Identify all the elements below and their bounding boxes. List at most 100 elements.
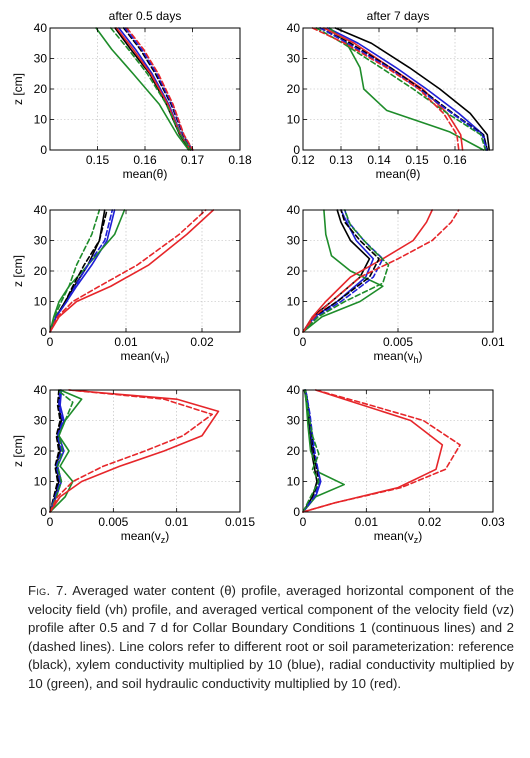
y-tick-label: 20 <box>287 264 301 278</box>
x-tick-label: 0.12 <box>291 153 315 167</box>
x-tick-label: 0.005 <box>98 515 128 529</box>
y-tick-label: 30 <box>287 52 301 66</box>
y-tick-label: 0 <box>40 143 47 157</box>
y-tick-label: 0 <box>293 143 300 157</box>
y-tick-label: 40 <box>34 203 48 217</box>
panel-1: 0.15 0.16 0.17 0.18 0 10 20 30 40 after 0.5 days m… <box>11 9 252 181</box>
series-soil-dashed <box>126 27 194 151</box>
y-tick-label: 20 <box>34 82 48 96</box>
series-xylem-dashed <box>302 389 321 513</box>
caption-text: Averaged water content (θ) profile, aver… <box>28 583 515 691</box>
series-soil-solid <box>302 209 434 333</box>
x-tick-label: 0.01 <box>481 335 505 349</box>
x-axis-label: mean(vh) <box>120 349 169 365</box>
panel-title: after 7 days <box>367 9 430 23</box>
series-reference-dashed <box>122 27 194 151</box>
y-tick-label: 0 <box>40 325 47 339</box>
panel-6: 0 0.01 0.02 0.03 0 10 20 30 40 mean(vz) <box>287 383 505 545</box>
panel-3: 0 0.01 0.02 0 10 20 30 40 mean(vh) z [cm] <box>11 203 241 365</box>
series-xylem-dashed <box>49 209 114 333</box>
y-tick-label: 20 <box>34 444 48 458</box>
x-axis-label: mean(θ) <box>376 167 421 181</box>
x-axis-label: mean(vz) <box>374 529 423 545</box>
series-reference-solid <box>334 27 491 151</box>
y-tick-label: 40 <box>287 21 301 35</box>
y-tick-label: 40 <box>34 21 48 35</box>
x-tick-label: 0.16 <box>443 153 467 167</box>
y-tick-label: 20 <box>287 82 301 96</box>
y-tick-label: 20 <box>34 264 48 278</box>
series-radial-dashed <box>315 27 487 151</box>
series-radial-solid <box>328 27 485 151</box>
x-tick-label: 0.14 <box>367 153 391 167</box>
series-radial-dashed <box>110 27 192 151</box>
series-radial-dashed <box>49 209 101 333</box>
x-tick-label: 0 <box>300 515 307 529</box>
x-tick-label: 0 <box>47 335 54 349</box>
y-tick-label: 30 <box>287 414 301 428</box>
x-tick-label: 0.18 <box>228 153 252 167</box>
y-tick-label: 30 <box>287 234 301 248</box>
y-tick-label: 40 <box>287 203 301 217</box>
y-tick-label: 0 <box>40 505 47 519</box>
series-radial-dashed <box>302 209 390 333</box>
series-soil-dashed <box>302 389 461 513</box>
series-radial-solid <box>302 389 345 513</box>
series-soil-dashed <box>302 209 460 333</box>
x-tick-label: 0.13 <box>329 153 353 167</box>
series-radial-solid <box>95 27 190 151</box>
series-soil-solid <box>49 209 215 333</box>
x-tick-label: 0 <box>47 515 54 529</box>
series-xylem-solid <box>49 389 65 513</box>
y-tick-label: 0 <box>293 505 300 519</box>
y-axis-label: z [cm] <box>11 73 25 105</box>
x-tick-label: 0.17 <box>181 153 205 167</box>
series-soil-dashed <box>49 209 207 333</box>
x-tick-label: 0.16 <box>133 153 157 167</box>
x-tick-label: 0.01 <box>114 335 138 349</box>
panel-title: after 0.5 days <box>109 9 182 23</box>
series-radial-dashed <box>302 389 320 513</box>
y-tick-label: 10 <box>287 475 301 489</box>
x-tick-label: 0.03 <box>481 515 505 529</box>
y-tick-label: 10 <box>34 113 48 127</box>
y-tick-label: 10 <box>34 295 48 309</box>
series-soil-dashed <box>311 27 460 151</box>
y-tick-label: 30 <box>34 414 48 428</box>
series-reference-dashed <box>49 389 61 513</box>
y-tick-label: 10 <box>287 113 301 127</box>
y-axis-label: z [cm] <box>11 255 25 287</box>
y-tick-label: 20 <box>287 444 301 458</box>
figure-caption: Fig. 7. Averaged water content (θ) profi… <box>28 582 514 693</box>
x-axis-label: mean(vz) <box>121 529 170 545</box>
x-tick-label: 0.01 <box>355 515 379 529</box>
x-tick-label: 0.015 <box>225 515 255 529</box>
panel-5: 0 0.005 0.01 0.015 0 10 20 30 40 mean(vz) z [cm] <box>11 383 255 545</box>
y-tick-label: 0 <box>293 325 300 339</box>
y-tick-label: 40 <box>34 383 48 397</box>
panel-2: 0.12 0.13 0.14 0.15 0.16 0 10 20 30 40 after 7 day… <box>287 9 494 181</box>
y-tick-label: 30 <box>34 234 48 248</box>
y-tick-label: 40 <box>287 383 301 397</box>
series-xylem-dashed <box>49 389 64 513</box>
series-soil-solid <box>49 389 220 513</box>
x-axis-label: mean(vh) <box>373 349 422 365</box>
x-tick-label: 0.02 <box>418 515 442 529</box>
x-axis-label: mean(θ) <box>123 167 168 181</box>
x-tick-label: 0.15 <box>86 153 110 167</box>
panel-4: 0 0.005 0.01 0 10 20 30 40 mean(vh) <box>287 203 505 365</box>
x-tick-label: 0.02 <box>190 335 214 349</box>
x-tick-label: 0.15 <box>405 153 429 167</box>
y-axis-label: z [cm] <box>11 435 25 467</box>
series-radial-dashed <box>49 389 74 513</box>
figure-label: Fig. 7. <box>28 583 68 598</box>
series-reference-dashed <box>319 27 489 151</box>
figure: 0.15 0.16 0.17 0.18 0 10 20 30 40 after 0.5 days m… <box>11 9 505 545</box>
series-soil-solid <box>323 27 464 151</box>
x-tick-label: 0.005 <box>383 335 413 349</box>
x-tick-label: 0.01 <box>165 515 189 529</box>
y-tick-label: 10 <box>34 475 48 489</box>
series-soil-dashed <box>49 389 213 513</box>
x-tick-label: 0 <box>300 335 307 349</box>
y-tick-label: 10 <box>287 295 301 309</box>
